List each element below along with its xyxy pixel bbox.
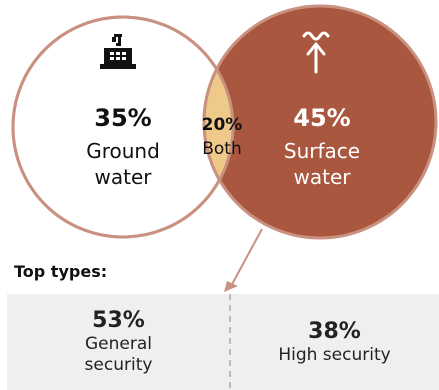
overlap-percent: 20% [202, 115, 243, 135]
type-high-security-value: 38% [308, 318, 361, 344]
panel-divider [229, 294, 231, 390]
top-types-heading: Top types: [14, 262, 108, 281]
venn-diagram: 35% Ground water 20% Both 45% Surface wa… [11, 4, 438, 292]
type-general-security: 53% General security [7, 294, 230, 390]
type-general-security-value: 53% [92, 308, 145, 333]
groundwater-label-line1: Ground [86, 139, 160, 163]
type-high-security: 38% High security [230, 294, 439, 390]
type-high-security-label: High security [278, 344, 391, 365]
top-types-panel: 53% General security 38% High security [7, 294, 439, 390]
surface-water-percent: 45% [293, 104, 350, 132]
pointer-arrowhead [224, 281, 238, 292]
type-general-security-label-line1: General [85, 334, 152, 354]
type-general-security-label-line2: security [84, 355, 153, 375]
groundwater-label-line2: water [95, 165, 153, 189]
groundwater-percent: 35% [94, 104, 151, 132]
surface-water-label-line1: Surface [284, 139, 360, 163]
surface-water-label-line2: water [294, 165, 352, 189]
overlap-label: Both [202, 139, 242, 159]
surface-water-icon [302, 31, 330, 74]
groundwater-tank-icon [100, 34, 136, 69]
pointer-line [229, 228, 263, 289]
